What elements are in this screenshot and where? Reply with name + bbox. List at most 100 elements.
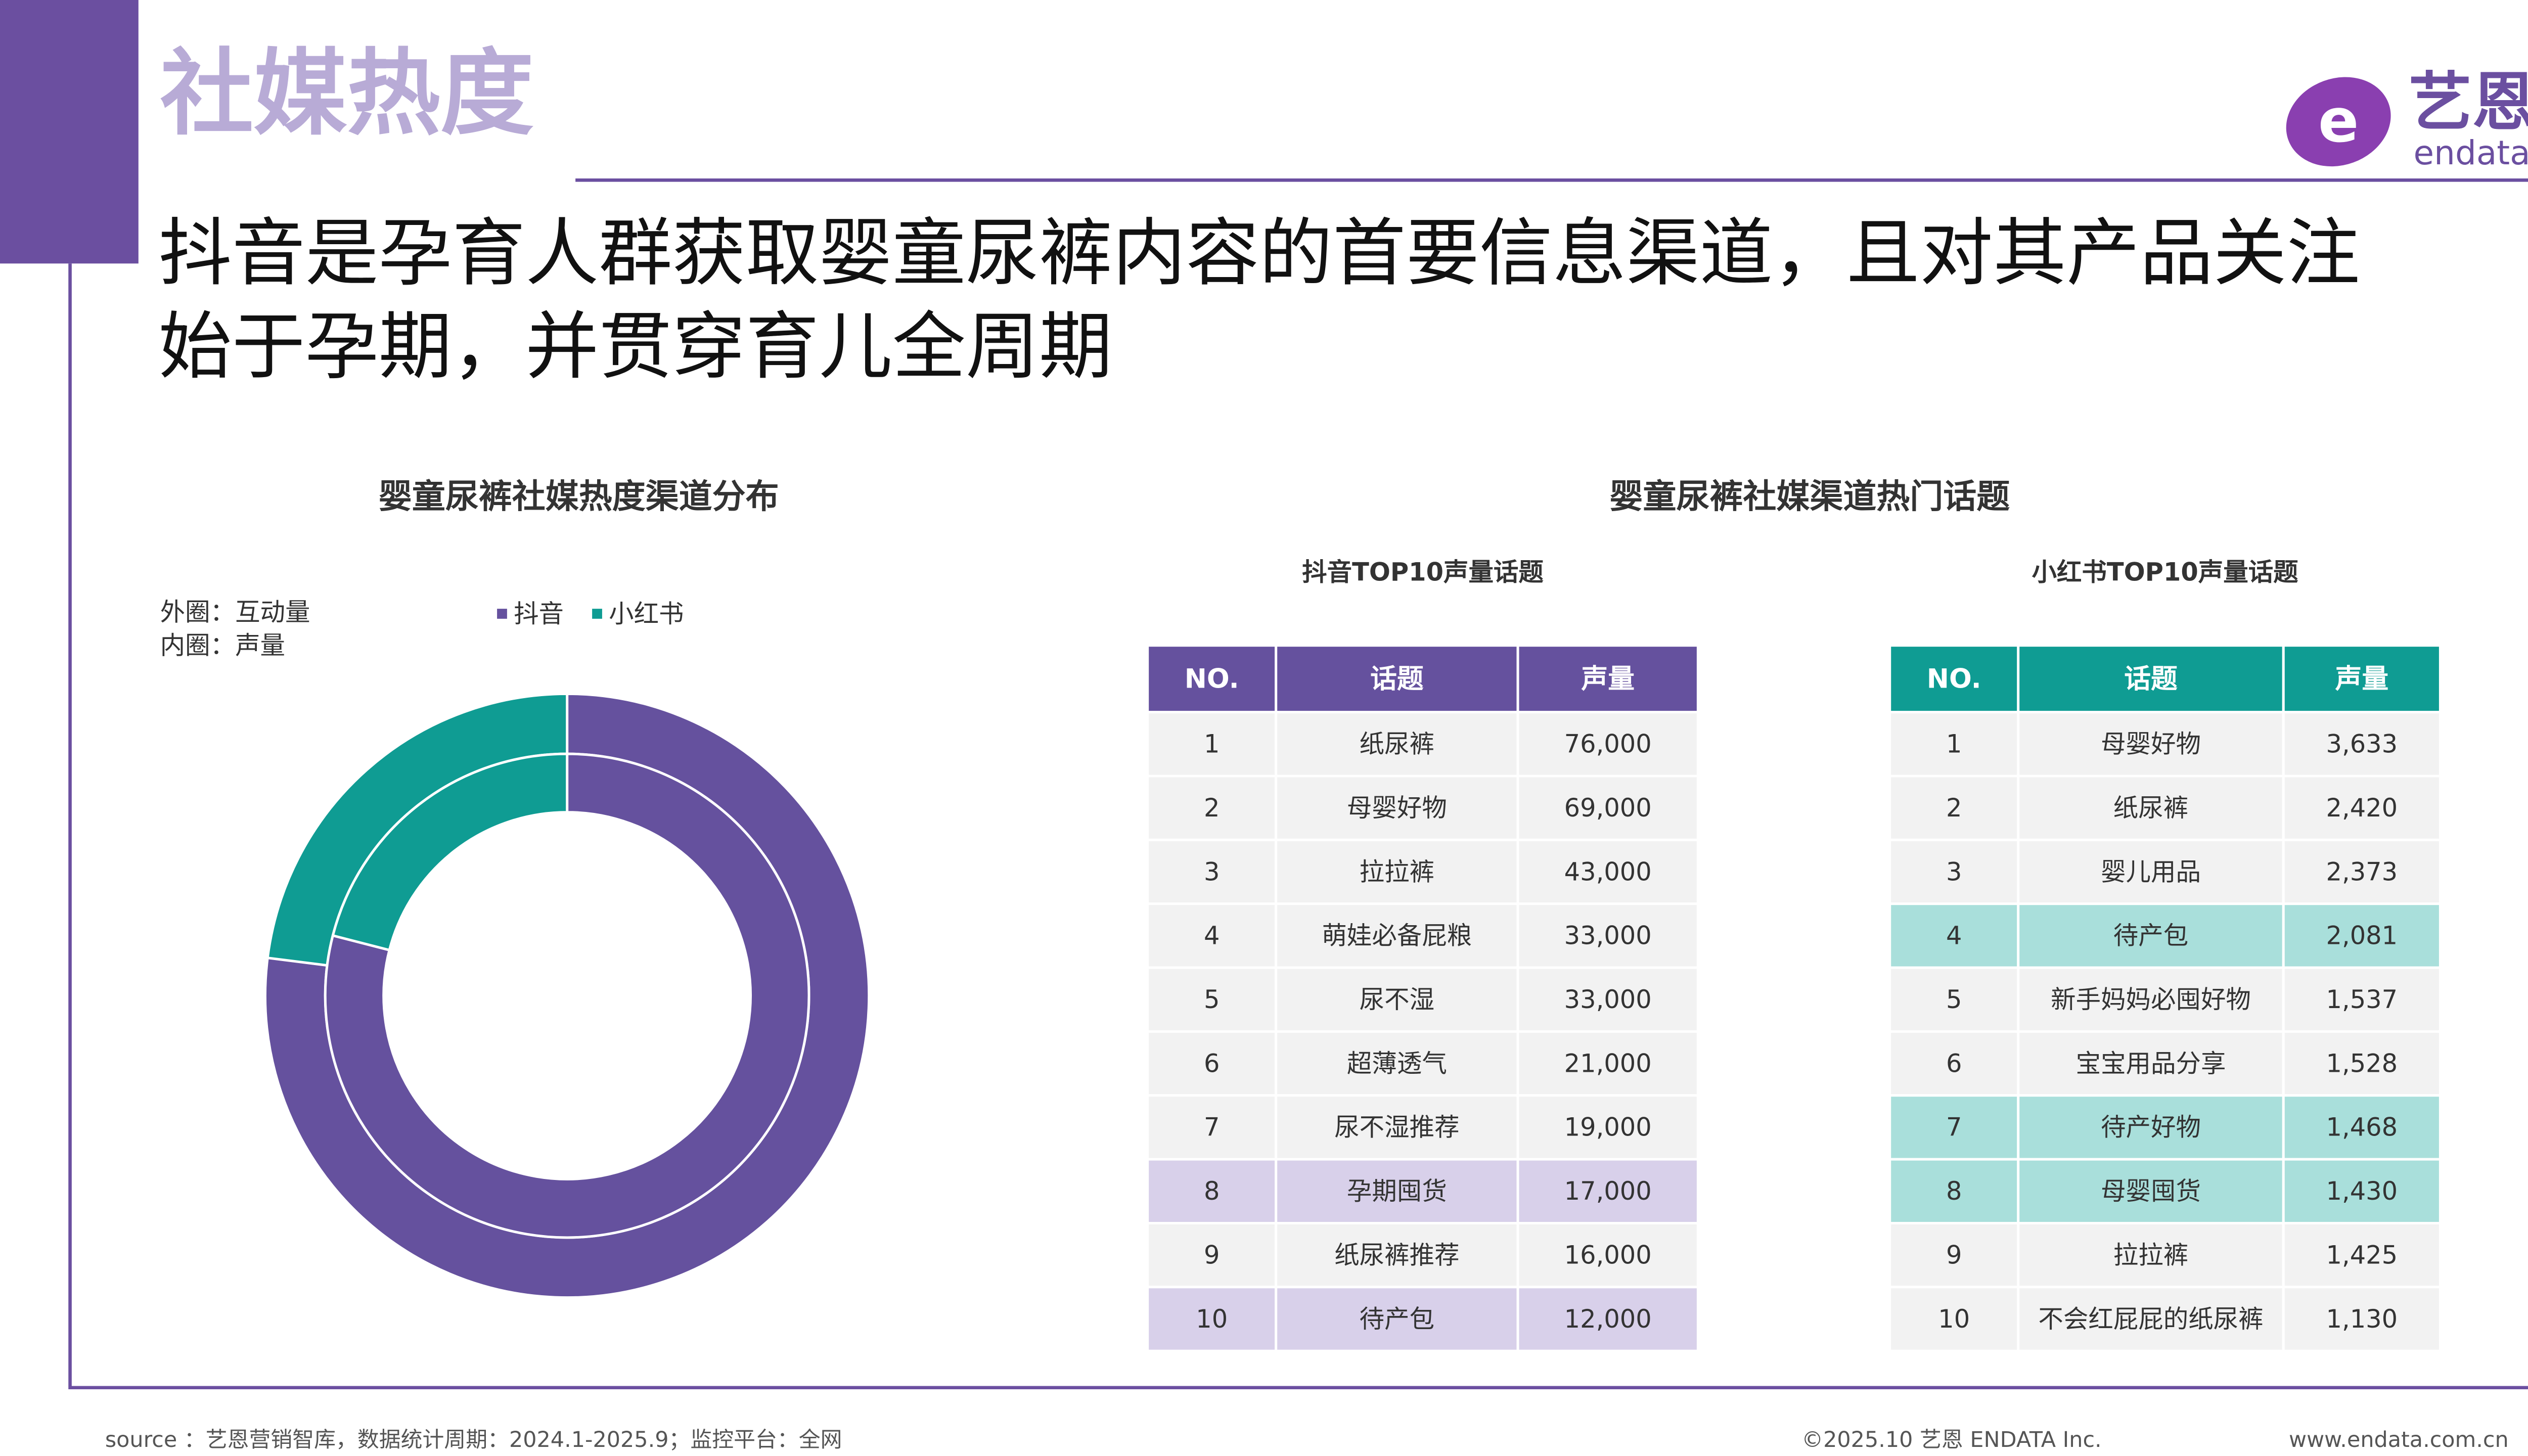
cell-text: 3 [1946,857,1962,886]
cell-text: 拉拉裤 [1360,857,1434,886]
cell-text: 16,000 [1564,1240,1652,1269]
table-cell [1275,1158,1519,1224]
cell-text: 孕期囤货 [1347,1176,1447,1206]
cell-text: 1 [1204,730,1220,759]
cell-text: 19,000 [1564,1113,1652,1142]
cell-text: 2,081 [2326,921,2398,950]
cell-text: 纸尿裤推荐 [1334,1240,1459,1269]
cell-text: 43,000 [1564,857,1652,886]
cell-text: 2,420 [2326,793,2398,823]
cell-text: 1,468 [2326,1113,2398,1142]
cell-text: 76,000 [1564,730,1652,759]
logo: e 艺恩 endata [2286,65,2528,172]
table-cell [1146,966,1278,1033]
legend-label: 抖音 [514,599,564,628]
donut-segment [324,752,810,1239]
table-cell [2282,966,2442,1033]
table-cell [1275,775,1519,841]
header-label: NO. [1185,664,1239,695]
cell-text: 4 [1204,921,1220,950]
table-cell [1275,1286,1519,1352]
cell-text: 2 [1204,793,1220,823]
cell-text: 不会红屁屁的纸尿裤 [2038,1304,2263,1334]
table-cell [2282,1030,2442,1097]
table-cell [2017,1158,2285,1224]
cell-text: 17,000 [1564,1176,1652,1206]
headline: 始于孕期，并贯穿育儿全周期 [158,304,1112,390]
url: www.endata.com.cn [2289,1427,2509,1452]
donut-segment [331,752,569,952]
table-title: 小红书TOP10声量话题 [2032,557,2298,586]
cell-text: 2,373 [2326,857,2398,886]
cell-text: 69,000 [1564,793,1652,823]
table-cell [1516,1286,1699,1352]
table-cell [2282,1158,2442,1224]
table-cell [2017,1221,2285,1289]
cell-text: 1,528 [2326,1049,2398,1078]
table-cell [2017,902,2285,969]
table-cell [1275,1221,1519,1289]
table-cell [1888,838,2020,905]
table-cell [2282,838,2442,905]
section-title: 社媒热度 [160,39,534,148]
table-cell [2017,1030,2285,1097]
frame [68,178,2528,1390]
table-cell [1888,1094,2020,1161]
cell-text: 10 [1938,1304,1970,1334]
copyright: ©2025.10 艺恩 ENDATA Inc. [1801,1427,2101,1452]
legend-swatch [592,609,602,619]
table-cell [2282,1094,2442,1161]
header-cell [1146,644,1278,714]
cell-text: 6 [1946,1049,1962,1078]
header-label: 声量 [1581,664,1635,695]
table-cell [1888,1286,2020,1352]
note: 内圈：声量 [160,631,285,660]
cell-text: 1,425 [2326,1240,2398,1269]
cell-text: 尿不湿推荐 [1334,1113,1459,1142]
header-label: 话题 [1370,664,1424,695]
header-cell [2282,644,2442,714]
source: source ：艺恩营销智库，数据统计周期：2024.1-2025.9；监控平台… [105,1427,842,1452]
cell-text: 母婴好物 [1347,793,1447,823]
cell-text: 7 [1946,1113,1962,1142]
legend-swatch [497,609,507,619]
cell-text: 宝宝用品分享 [2076,1049,2226,1078]
header-label: 话题 [2124,664,2178,695]
cell-text: 12,000 [1564,1304,1652,1334]
cell-text: 纸尿裤 [1360,730,1434,759]
table-cell [1516,902,1699,969]
cell-text: 尿不湿 [1360,985,1434,1014]
headline: 抖音是孕育人群获取婴童尿裤内容的首要信息渠道，且对其产品关注 [158,211,2360,296]
cell-text: 10 [1196,1304,1228,1334]
table-cell [1888,775,2020,841]
table-cell [1275,838,1519,905]
header-label: 声量 [2335,664,2389,695]
table-cell [1146,775,1278,841]
cell-text: 纸尿裤 [2113,793,2188,823]
cell-text: 9 [1204,1240,1220,1269]
cell-text: 拉拉裤 [2113,1240,2188,1269]
cell-text: 8 [1946,1176,1962,1206]
table-cell [2282,902,2442,969]
cell-text: 7 [1204,1113,1220,1142]
cell-text: 33,000 [1564,921,1652,950]
cell-text: 2 [1946,793,1962,823]
logo-glyph: e [2318,86,2359,156]
cell-text: 待产好物 [2101,1113,2201,1142]
cell-text: 1,130 [2326,1304,2398,1334]
cell-text: 新手妈妈必囤好物 [2051,985,2251,1014]
cell-text: 1 [1946,730,1962,759]
logo-en: endata [2414,133,2528,172]
cell-text: 萌娃必备屁粮 [1322,921,1472,950]
cell-text: 5 [1946,985,1962,1014]
cell-text: 6 [1204,1049,1220,1078]
cell-text: 超薄透气 [1347,1049,1447,1078]
cell-text: 5 [1204,985,1220,1014]
legend-label: 小红书 [609,599,684,628]
cell-text: 3,633 [2326,730,2398,759]
table-cell [1275,902,1519,969]
table-cell [2017,838,2285,905]
cell-text: 4 [1946,921,1962,950]
chart-title: 婴童尿裤社媒热度渠道分布 [379,477,779,516]
